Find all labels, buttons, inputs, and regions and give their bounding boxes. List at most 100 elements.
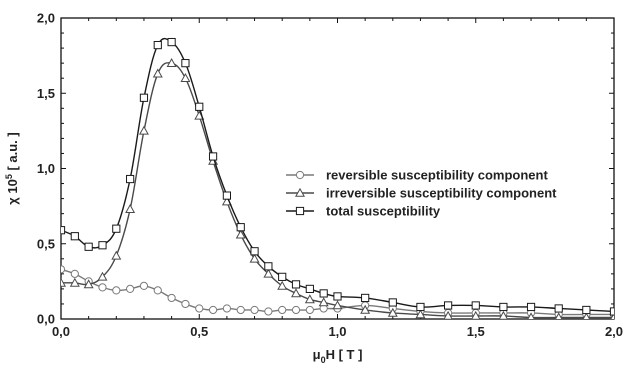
data-point xyxy=(139,93,149,102)
y-tick-label: 1,0 xyxy=(37,161,55,176)
data-point xyxy=(61,265,66,274)
data-point xyxy=(471,301,480,310)
data-point xyxy=(360,304,371,314)
data-point xyxy=(527,312,535,319)
data-point xyxy=(582,305,591,315)
data-point xyxy=(499,302,508,312)
data-point xyxy=(291,288,302,298)
data-point xyxy=(222,304,231,313)
data-point xyxy=(222,191,232,200)
data-point xyxy=(249,253,260,263)
legend-marker xyxy=(295,187,305,197)
data-point xyxy=(61,226,66,235)
axis-labels: μ0H [ T ] χ 105 [ a.u. ] xyxy=(4,132,362,365)
data-point xyxy=(70,269,79,278)
data-point xyxy=(180,73,191,83)
data-point xyxy=(361,293,370,303)
data-point xyxy=(152,68,163,78)
data-point xyxy=(333,292,342,301)
data-point xyxy=(126,174,135,184)
data-point xyxy=(388,298,397,307)
data-point xyxy=(318,297,329,307)
data-point xyxy=(208,152,218,161)
y-tick-label: 0,5 xyxy=(37,236,55,251)
data-point xyxy=(278,305,287,315)
data-point xyxy=(236,223,245,232)
legend-item: reversible susceptibility component xyxy=(286,168,548,183)
data-point xyxy=(304,294,315,304)
legend-label: total susceptibility xyxy=(326,204,441,219)
data-point xyxy=(416,302,425,312)
legend-item: irreversible susceptibility component xyxy=(286,186,557,201)
data-point xyxy=(97,271,108,281)
data-point xyxy=(181,299,190,309)
series-layer xyxy=(61,37,614,319)
data-point xyxy=(609,307,614,316)
x-tick-label: 0,5 xyxy=(190,324,208,339)
data-point xyxy=(526,302,536,312)
data-point xyxy=(126,284,135,293)
data-point xyxy=(498,310,508,319)
data-point xyxy=(112,224,121,233)
data-point xyxy=(305,305,314,315)
y-axis-label: χ 105 [ a.u. ] xyxy=(4,132,20,204)
legend: reversible susceptibility component irrev… xyxy=(286,168,557,219)
data-point xyxy=(84,242,93,251)
legend-item: total susceptibility xyxy=(286,204,441,219)
data-point xyxy=(277,280,288,290)
x-tick-label: 2,0 xyxy=(605,324,623,339)
x-tick-label: 1,0 xyxy=(328,324,346,339)
data-point xyxy=(236,305,245,315)
data-point xyxy=(610,312,614,319)
data-point xyxy=(444,301,453,310)
data-point xyxy=(98,283,107,292)
y-tick-label: 0,0 xyxy=(37,312,55,327)
data-point xyxy=(153,40,162,50)
data-point xyxy=(112,286,121,295)
data-point xyxy=(208,305,218,315)
series-triangle xyxy=(61,57,614,319)
data-point xyxy=(70,232,79,241)
data-point xyxy=(167,37,176,47)
data-point xyxy=(166,57,177,67)
data-point xyxy=(443,310,453,319)
data-point xyxy=(415,309,426,319)
data-point xyxy=(264,262,273,271)
data-point xyxy=(291,305,301,315)
data-point xyxy=(582,312,591,319)
data-point xyxy=(235,229,246,239)
data-point xyxy=(471,310,481,319)
data-point xyxy=(167,293,176,303)
x-tick-label: 1,5 xyxy=(467,324,485,339)
data-point xyxy=(195,304,204,313)
data-point xyxy=(278,272,287,281)
data-point xyxy=(181,59,190,68)
data-point xyxy=(69,277,80,287)
x-axis-label: μ0H [ T ] xyxy=(313,347,363,365)
data-point xyxy=(263,268,274,278)
data-point xyxy=(195,102,204,111)
data-point xyxy=(291,280,301,289)
data-point xyxy=(139,281,149,290)
data-point xyxy=(387,307,398,317)
data-point xyxy=(250,305,259,315)
x-tick-label: 0,0 xyxy=(52,324,70,339)
legend-label: irreversible susceptibility component xyxy=(326,186,557,201)
data-point xyxy=(61,277,66,287)
data-point xyxy=(153,286,162,295)
data-point xyxy=(554,312,563,319)
axes-layer: 0,0 0,5 1,0 1,5 2,0 0,0 0,5 1,0 1,5 2,0 xyxy=(37,11,623,340)
data-point xyxy=(264,307,273,316)
data-point xyxy=(98,241,107,250)
data-point xyxy=(319,289,328,298)
legend-marker xyxy=(295,206,305,216)
data-point xyxy=(554,304,563,313)
data-point xyxy=(305,284,314,293)
data-point xyxy=(111,250,122,260)
legend-marker xyxy=(295,170,305,180)
y-tick-label: 1,5 xyxy=(37,86,55,101)
data-point xyxy=(138,125,149,135)
data-point xyxy=(125,203,136,213)
